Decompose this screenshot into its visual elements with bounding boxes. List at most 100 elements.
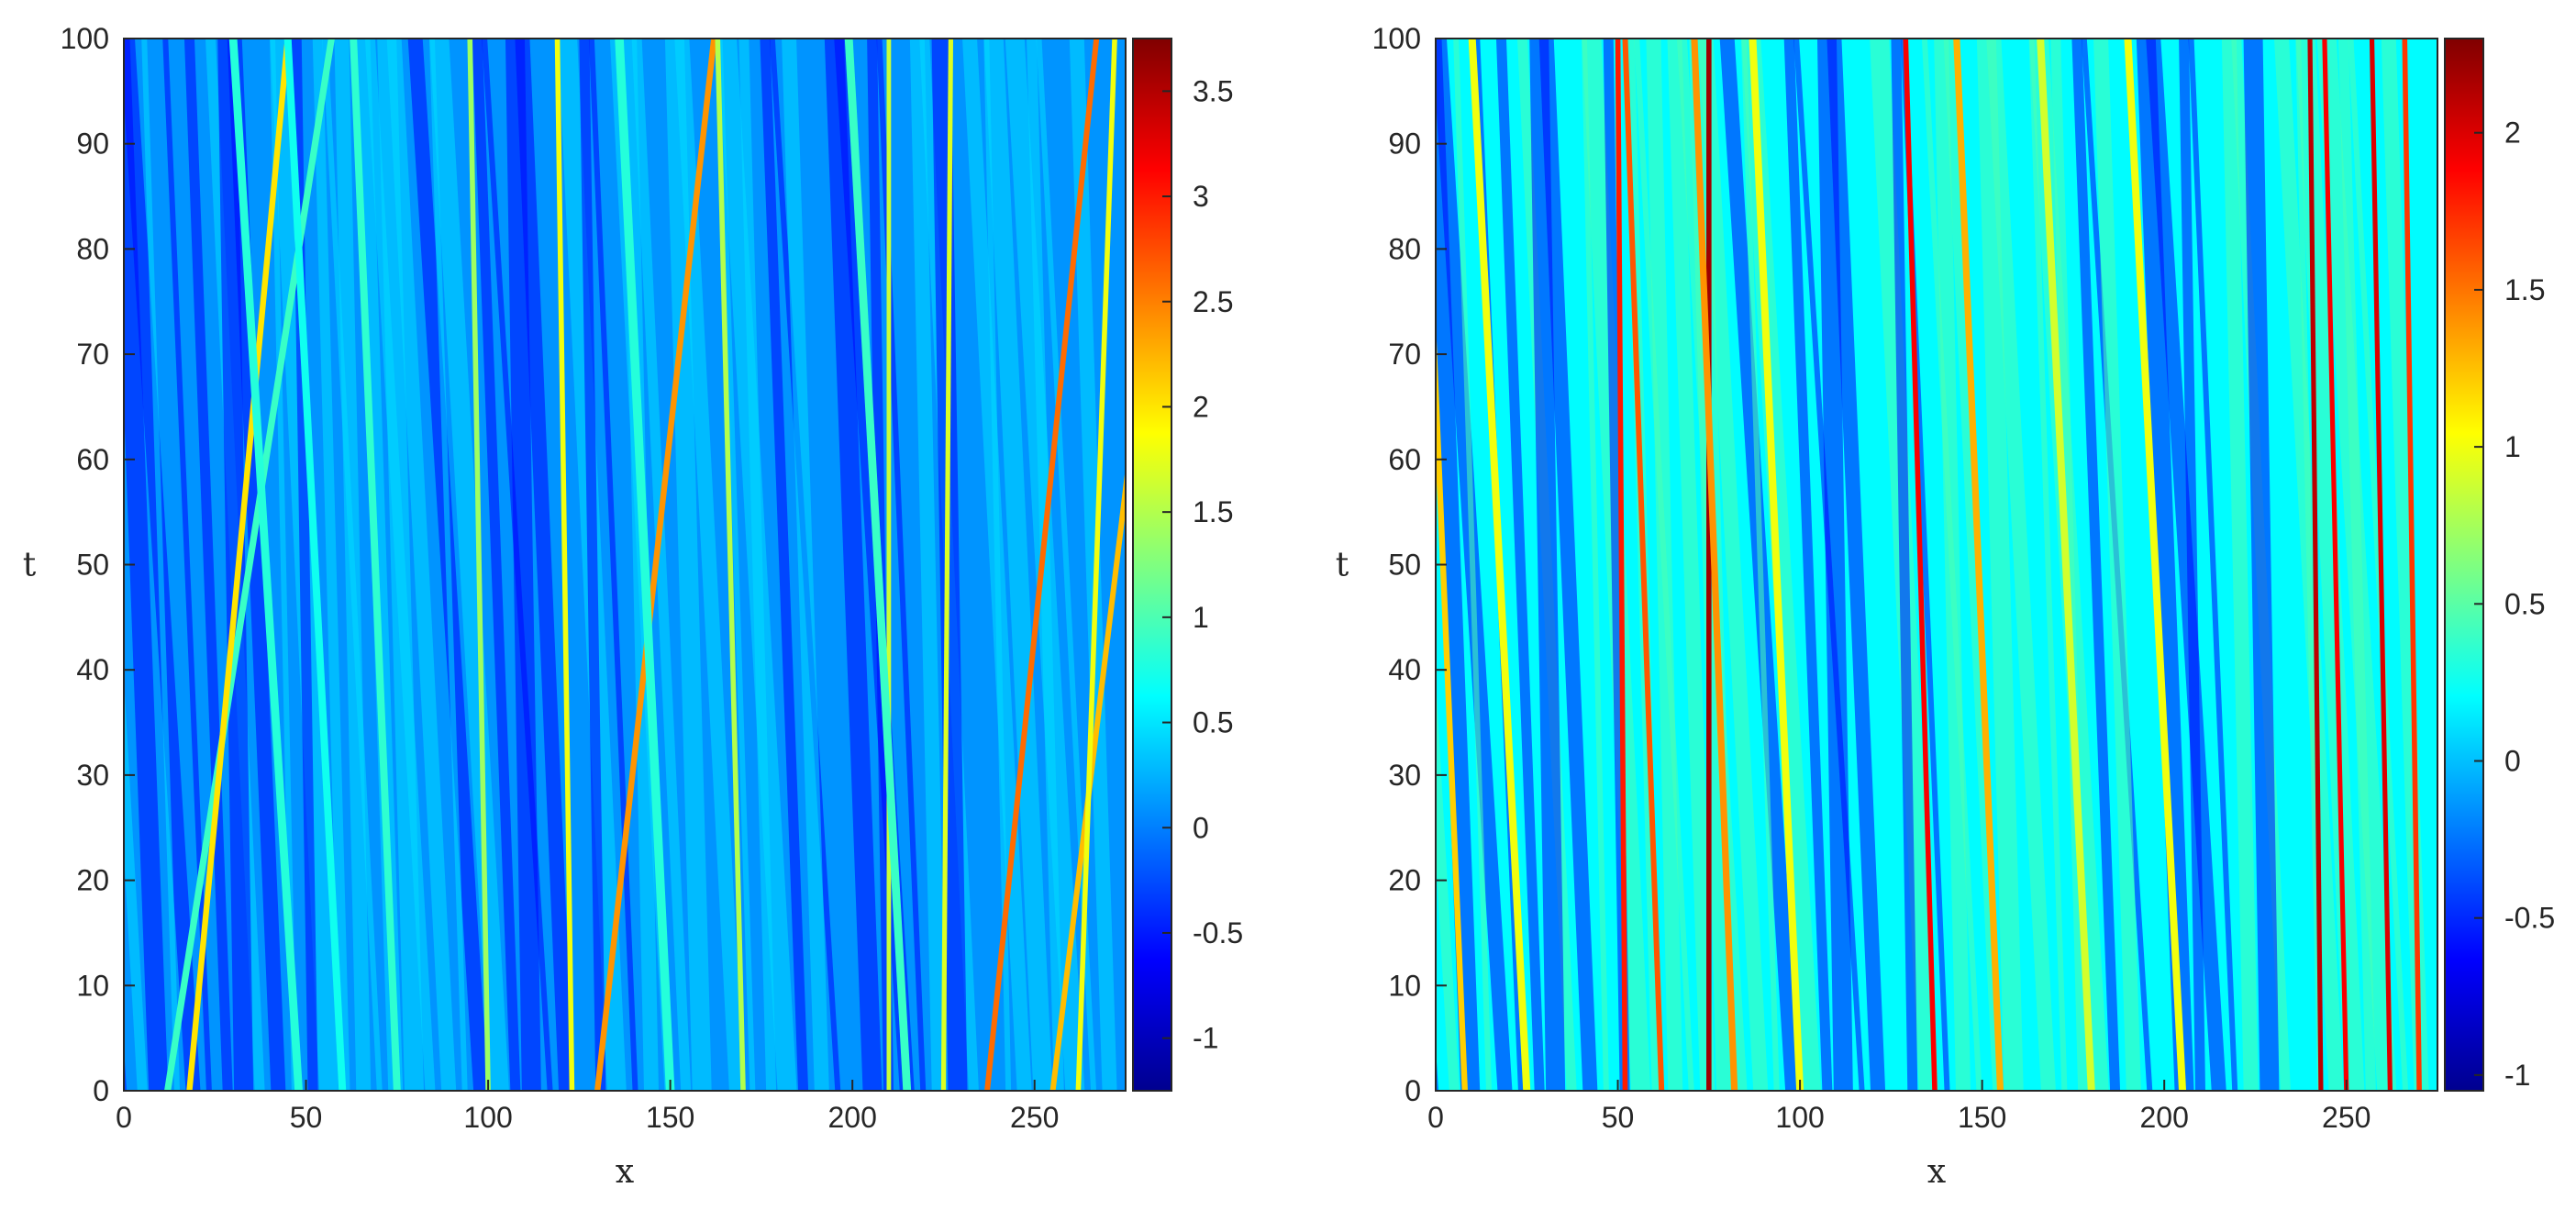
- wave-band-2: [186, 39, 291, 1091]
- x-tick-label: 150: [646, 1101, 694, 1134]
- texture-streak: [1027, 39, 1064, 1091]
- texture-streak: [1793, 39, 1865, 1091]
- texture-streak: [183, 39, 233, 1091]
- x-tick-label: 50: [1602, 1101, 1635, 1134]
- wave-band-10: [715, 39, 746, 1091]
- texture-streak: [1436, 39, 1481, 1091]
- texture-streak: [909, 39, 947, 1091]
- texture-streak: [1698, 39, 1769, 1091]
- y-tick-label: 70: [76, 338, 109, 371]
- colorbar-tick-label: 1: [1193, 601, 1209, 634]
- texture-streak: [2146, 39, 2226, 1091]
- x-axis-label: x: [616, 1153, 634, 1191]
- wave-band-9: [1953, 39, 2004, 1091]
- texture-streak: [2093, 39, 2141, 1091]
- x-tick-label: 100: [463, 1101, 512, 1134]
- y-tick-label: 80: [76, 232, 109, 265]
- y-tick-label: 0: [93, 1074, 109, 1107]
- texture-streak: [141, 39, 180, 1091]
- wave-band-7: [554, 39, 575, 1091]
- y-tick-label: 20: [76, 864, 109, 897]
- wave-band-3: [1615, 39, 1628, 1091]
- wave-band-2: [1468, 39, 1531, 1091]
- wave-band-3: [228, 39, 303, 1091]
- texture-streak: [1783, 39, 1833, 1091]
- texture-streak: [579, 39, 606, 1091]
- colorbar: [1132, 38, 1172, 1092]
- texture-streak: [1976, 39, 2024, 1091]
- colorbar-tick-label: 2: [1193, 390, 1209, 423]
- texture-streak: [983, 39, 1053, 1091]
- texture-streak: [515, 39, 574, 1091]
- texture-streak: [1646, 39, 1683, 1091]
- y-tick-label: 100: [1372, 22, 1421, 55]
- y-tick-label: 50: [1388, 549, 1421, 582]
- x-axis-label: x: [1927, 1153, 1946, 1191]
- wave-band-13: [940, 39, 953, 1091]
- texture-streak: [2348, 39, 2409, 1091]
- texture-streak: [2188, 39, 2238, 1091]
- x-tick-label: 150: [1958, 1101, 2006, 1134]
- texture-streak: [482, 39, 553, 1091]
- x-tick-label: 200: [827, 1101, 876, 1134]
- heatmap-panel-2: 0 50 100 150 200 2500102030405060708090100xt-…: [1336, 22, 2555, 1191]
- texture-streak: [1816, 39, 1853, 1091]
- wave-band-16: [1075, 39, 1117, 1091]
- x-tick-label: 250: [2322, 1101, 2371, 1134]
- wave-band-12: [844, 39, 912, 1091]
- wave-band-4: [1622, 39, 1665, 1091]
- wave-band-4: [283, 39, 347, 1091]
- wave-band-7: [1749, 39, 1804, 1091]
- y-tick-label: 30: [76, 759, 109, 792]
- wave-band-11: [2124, 39, 2187, 1091]
- texture-streak: [782, 39, 829, 1091]
- texture-streak: [1529, 39, 1566, 1091]
- wave-band-10: [2037, 39, 2095, 1091]
- texture-streak: [124, 677, 148, 1091]
- texture-streak: [386, 39, 457, 1091]
- wave-band-12: [2307, 39, 2324, 1091]
- texture-streak: [377, 39, 424, 1091]
- x-tick-label: 0: [1427, 1101, 1444, 1134]
- texture-streak: [505, 39, 541, 1091]
- texture-streak: [588, 39, 638, 1091]
- texture-streak: [631, 39, 692, 1091]
- colorbar-tick-label: 2.5: [1193, 285, 1233, 318]
- y-tick-label: 30: [1388, 759, 1421, 792]
- texture-streak: [1740, 39, 1780, 1091]
- wave-band-6: [1691, 39, 1738, 1091]
- y-tick-label: 70: [1388, 338, 1421, 371]
- colorbar-tick-label: -1: [2504, 1059, 2530, 1092]
- texture-streak: [162, 39, 212, 1091]
- wave-band-8: [1903, 39, 1938, 1091]
- wave-band-14: [984, 39, 1100, 1091]
- texture-streak: [2071, 39, 2121, 1091]
- colorbar-tick-label: 3: [1193, 180, 1209, 213]
- x-tick-label: 200: [2139, 1101, 2188, 1134]
- y-tick-label: 90: [76, 128, 109, 161]
- colorbar-tick-label: 1.5: [1193, 495, 1233, 528]
- texture-streak: [2028, 39, 2068, 1091]
- texture-streak: [1453, 39, 1492, 1091]
- heatmap-bands: [124, 39, 1126, 1091]
- wave-band-9: [615, 39, 675, 1091]
- wave-band-1: [164, 39, 335, 1091]
- colorbar-tick-label: -0.5: [1193, 916, 1243, 949]
- colorbar: [2444, 38, 2484, 1092]
- texture-streak: [1538, 39, 1598, 1091]
- texture-streak: [2295, 39, 2324, 1091]
- y-tick-label: 40: [76, 653, 109, 686]
- y-axis-label: t: [1336, 547, 1349, 584]
- texture-streak: [1934, 39, 1971, 1091]
- texture-streak: [124, 39, 169, 1091]
- y-tick-label: 80: [1388, 232, 1421, 265]
- y-tick-label: 100: [61, 22, 109, 55]
- colorbar-tick-label: 2: [2504, 117, 2521, 150]
- colorbar-tick-label: -0.5: [2504, 902, 2555, 935]
- wave-band-14: [2369, 39, 2393, 1091]
- texture-streak: [1943, 39, 2004, 1091]
- colorbar-tick-label: 3.5: [1193, 74, 1233, 107]
- texture-streak: [334, 39, 372, 1091]
- y-tick-label: 0: [1405, 1074, 1421, 1107]
